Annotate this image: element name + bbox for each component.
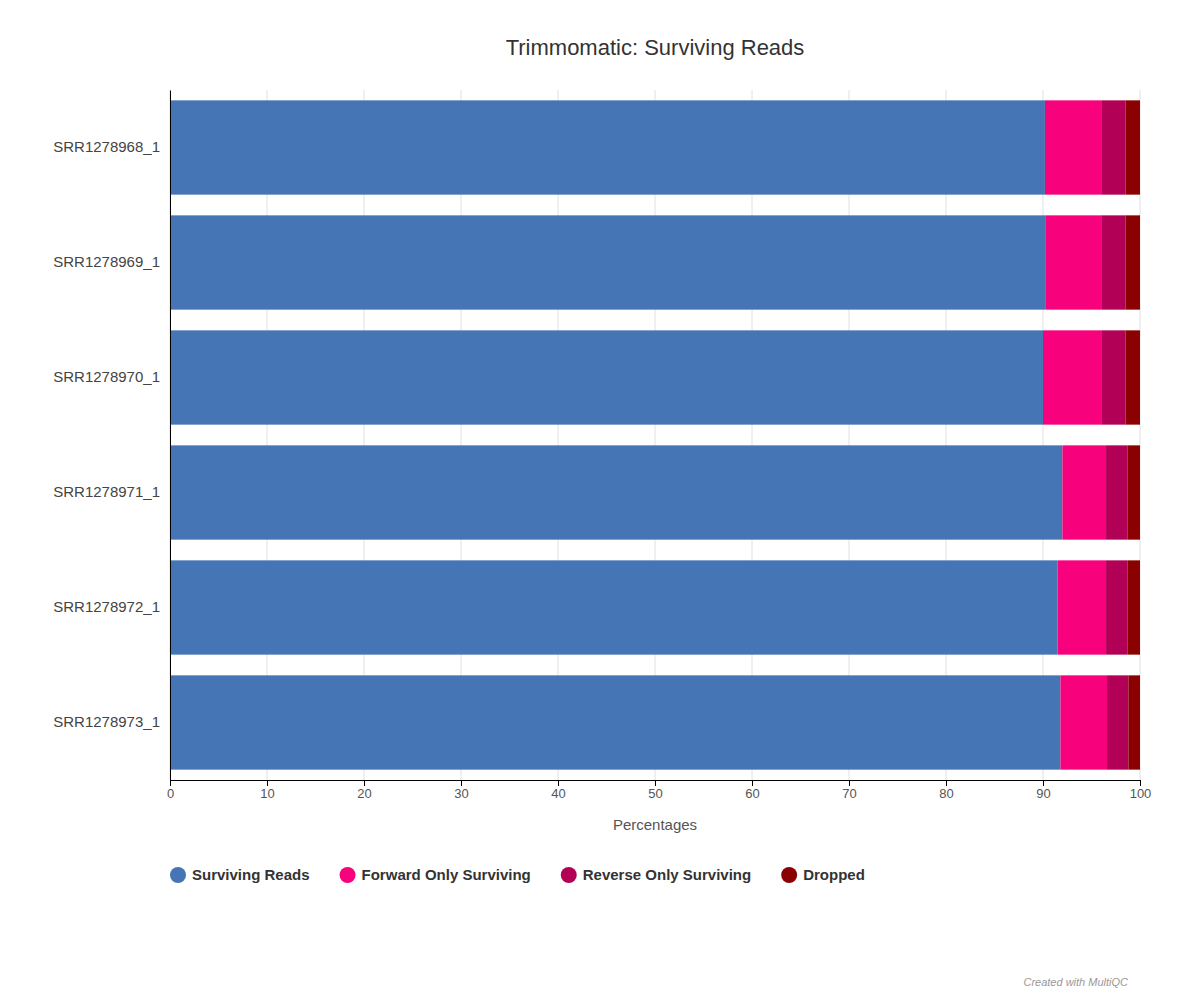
x-tick: 70 bbox=[842, 780, 856, 801]
y-tick-label: SRR1278968_1 bbox=[53, 138, 160, 155]
x-tick-label: 60 bbox=[745, 786, 759, 801]
x-tick-label: 20 bbox=[357, 786, 371, 801]
y-tick-label: SRR1278969_1 bbox=[53, 253, 160, 270]
x-tick-label: 100 bbox=[1130, 786, 1152, 801]
y-tick: SRR1278968_1 bbox=[53, 138, 160, 155]
x-tick-mark bbox=[170, 780, 171, 786]
x-tick: 50 bbox=[648, 780, 662, 801]
y-tick-label: SRR1278973_1 bbox=[53, 713, 160, 730]
legend-item: Surviving Reads bbox=[170, 866, 310, 883]
x-tick: 30 bbox=[454, 780, 468, 801]
y-tick: SRR1278971_1 bbox=[53, 483, 160, 500]
legend-label: Forward Only Surviving bbox=[362, 866, 531, 883]
bar-segment bbox=[1043, 330, 1101, 424]
x-tick-label: 30 bbox=[454, 786, 468, 801]
x-tick-label: 50 bbox=[648, 786, 662, 801]
y-tick: SRR1278973_1 bbox=[53, 713, 160, 730]
bar-segment bbox=[170, 445, 1062, 539]
legend-item: Dropped bbox=[781, 866, 865, 883]
bar-series bbox=[1125, 100, 1140, 769]
x-axis-label: Percentages bbox=[613, 816, 697, 833]
x-tick-mark bbox=[849, 780, 850, 786]
x-tick-mark bbox=[1140, 780, 1141, 786]
legend-marker bbox=[340, 867, 356, 883]
legend-marker bbox=[781, 867, 797, 883]
bar-segment bbox=[1058, 560, 1107, 654]
bar-segment bbox=[1106, 445, 1127, 539]
plot-area: 0102030405060708090100SRR1278968_1SRR127… bbox=[53, 90, 1151, 801]
bar-segment bbox=[1101, 330, 1125, 424]
y-tick: SRR1278969_1 bbox=[53, 253, 160, 270]
y-tick-label: SRR1278970_1 bbox=[53, 368, 160, 385]
bar-segment bbox=[1125, 100, 1140, 194]
x-axis: 0 10 20 30 40 50 60 70 80 90 100 bbox=[167, 780, 1151, 801]
x-tick-mark bbox=[946, 780, 947, 786]
y-axis: SRR1278968_1 SRR1278969_1 SRR1278970_1 SRR1… bbox=[53, 91, 170, 781]
x-tick-mark bbox=[752, 780, 753, 786]
bar-segment bbox=[1128, 675, 1140, 769]
x-tick: 100 bbox=[1130, 780, 1152, 801]
legend-label: Reverse Only Surviving bbox=[583, 866, 751, 883]
x-tick: 10 bbox=[260, 780, 274, 801]
x-tick-mark bbox=[1043, 780, 1044, 786]
bar-series bbox=[170, 100, 1062, 769]
x-tick-label: 80 bbox=[939, 786, 953, 801]
bar-series bbox=[1101, 100, 1128, 769]
y-tick-label: SRR1278972_1 bbox=[53, 598, 160, 615]
bar-segment bbox=[170, 560, 1058, 654]
watermark: Created with MultiQC bbox=[1023, 976, 1128, 988]
bars bbox=[170, 100, 1140, 769]
x-tick-mark bbox=[655, 780, 656, 786]
x-tick: 40 bbox=[551, 780, 565, 801]
chart: 0102030405060708090100SRR1278968_1SRR127… bbox=[0, 0, 1200, 1000]
x-tick: 20 bbox=[357, 780, 371, 801]
x-tick: 80 bbox=[939, 780, 953, 801]
legend-label: Dropped bbox=[803, 866, 865, 883]
bar-segment bbox=[1101, 100, 1125, 194]
bar-segment bbox=[1107, 675, 1128, 769]
x-tick: 60 bbox=[745, 780, 759, 801]
bar-segment bbox=[170, 215, 1046, 309]
bar-segment bbox=[1060, 675, 1107, 769]
y-tick: SRR1278972_1 bbox=[53, 598, 160, 615]
y-tick-label: SRR1278971_1 bbox=[53, 483, 160, 500]
bar-segment bbox=[170, 330, 1043, 424]
x-tick-label: 70 bbox=[842, 786, 856, 801]
x-tick: 0 bbox=[167, 780, 174, 801]
bar-segment bbox=[1062, 445, 1106, 539]
x-tick-label: 40 bbox=[551, 786, 565, 801]
grid bbox=[170, 90, 1140, 780]
x-tick-label: 0 bbox=[167, 786, 174, 801]
bar-segment bbox=[1045, 100, 1101, 194]
legend-label: Surviving Reads bbox=[192, 866, 310, 883]
x-tick-mark bbox=[558, 780, 559, 786]
bar-segment bbox=[1127, 445, 1140, 539]
x-tick-label: 10 bbox=[260, 786, 274, 801]
bar-segment bbox=[1125, 215, 1140, 309]
legend-marker bbox=[561, 867, 577, 883]
bar-segment bbox=[1101, 215, 1125, 309]
bar-segment bbox=[170, 100, 1045, 194]
legend: Surviving Reads Forward Only Surviving Rev… bbox=[170, 866, 865, 883]
x-tick-label: 90 bbox=[1036, 786, 1050, 801]
y-tick: SRR1278970_1 bbox=[53, 368, 160, 385]
x-tick-mark bbox=[461, 780, 462, 786]
x-tick-mark bbox=[364, 780, 365, 786]
bar-segment bbox=[1125, 330, 1140, 424]
legend-item: Reverse Only Surviving bbox=[561, 866, 751, 883]
bar-segment bbox=[170, 675, 1060, 769]
bar-segment bbox=[1127, 560, 1140, 654]
y-axis-line bbox=[170, 91, 171, 781]
bar-segment bbox=[1106, 560, 1127, 654]
x-tick-mark bbox=[267, 780, 268, 786]
legend-marker bbox=[170, 867, 186, 883]
title: Trimmomatic: Surviving Reads bbox=[506, 35, 805, 60]
bar-series bbox=[1043, 100, 1107, 769]
x-tick: 90 bbox=[1036, 780, 1050, 801]
grid-line bbox=[170, 90, 171, 780]
legend-item: Forward Only Surviving bbox=[340, 866, 531, 883]
bar-segment bbox=[1046, 215, 1101, 309]
